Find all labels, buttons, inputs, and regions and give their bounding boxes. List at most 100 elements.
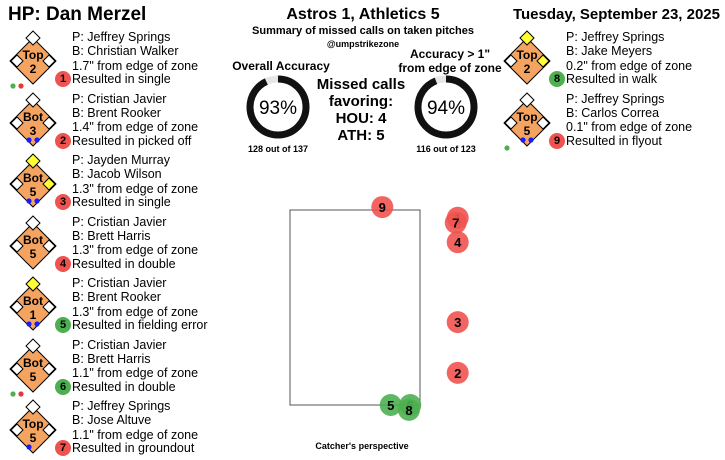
missed-call-point: 3 [446,311,469,334]
game-score: Astros 1, Athletics 5 [286,6,440,23]
first-base-icon [536,54,550,68]
pitcher-name: P: Jeffrey Springs [72,399,171,413]
count-dot-icon [10,83,16,89]
distance-from-zone: 1.7" from edge of zone [72,58,199,73]
first-base-icon [42,300,56,314]
infield-diamond [9,98,57,147]
first-base-icon [42,423,56,437]
first-base-icon [42,54,56,68]
out-dot-icon [34,136,40,143]
missed-call-card: Top 2 P: Jeffrey Springs B: Jake Meyers 0.2"… [498,30,725,90]
third-base-icon [504,115,518,130]
distance-from-zone: 1.3" from edge of zone [72,181,199,196]
pitcher-name: P: Cristian Javier [72,276,167,290]
call-result: Resulted in single [72,72,171,86]
second-base-icon [25,276,41,292]
second-base-icon [25,30,41,46]
call-details: P: Cristian Javier B: Brent Rooker 1.3" fr… [72,276,198,319]
missed-call-card: Top 2 P: Jeffrey Springs B: Christian Walke… [4,30,249,90]
distance-from-zone: 1.1" from edge of zone [72,366,199,381]
third-base-icon [10,115,24,130]
point-marker [446,311,469,334]
call-result: Resulted in picked off [72,133,192,148]
pitcher-name: P: Cristian Javier [72,91,167,106]
call-result: Resulted in flyout [566,133,662,148]
second-base-icon [519,30,535,46]
point-label: 2 [454,366,461,381]
inning-half: Top [22,417,43,431]
third-base-icon [10,54,24,68]
missed-call-card: Top 5 P: Jeffrey Springs B: Jose Altuve 1.1"… [4,399,249,459]
point-label: 3 [454,315,461,330]
first-base-icon [42,177,56,191]
out-dot-icon [520,136,526,143]
second-base-icon [25,91,41,108]
third-base-icon [10,238,24,253]
point-marker [371,196,394,219]
inning-number: 3 [30,124,37,138]
call-number-badge: 5 [55,317,71,333]
inning-half: Bot [23,171,43,185]
call-details: P: Jeffrey Springs B: Jake Meyers 0.2" fro… [566,30,692,73]
out-dot-icon [34,198,40,204]
edge-accuracy-count: 116 out of 123 [416,144,476,154]
infield-diamond [9,221,57,270]
call-number-badge: 2 [55,132,71,149]
inning-half: Top [516,110,537,124]
inning-number: 5 [524,124,531,138]
edge-accuracy-label-line2: from edge of zone [398,61,502,75]
count-dots-icon [10,83,24,89]
distance-from-zone: 1.3" from edge of zone [72,243,199,258]
second-base-icon [25,153,41,169]
point-label: 9 [379,200,386,215]
call-result: Resulted in groundout [72,441,195,455]
chart-subtitle: Summary of missed calls on taken pitches [252,25,474,37]
pitcher-name: P: Jeffrey Springs [566,30,665,44]
point-label: 8 [405,403,412,418]
missed-call-point: 9 [371,196,394,219]
inning-number: 5 [30,431,37,445]
missed-call-point: 4 [446,231,469,254]
inning-number: 1 [30,308,37,322]
second-base-icon [25,399,41,415]
call-details: P: Jayden Murray B: Jacob Wilson 1.3" from… [72,153,198,196]
favoring-line1: Missed calls [316,76,406,93]
count-dot-icon [18,83,24,89]
infield-diamond [9,37,57,85]
count-dots-icon [10,390,24,397]
third-base-icon [10,177,24,191]
edge-accuracy-label: Accuracy > 1" from edge of zone [388,47,512,75]
call-details: P: Jeffrey Springs B: Carlos Correa 0.1" f… [566,92,692,135]
edge-accuracy-label-line1: Accuracy > 1" [409,47,491,61]
batter-name: B: Jake Meyers [566,44,653,59]
distance-from-zone: 1.3" from edge of zone [72,304,199,319]
second-base-icon [25,214,41,231]
call-number-badge: 3 [55,194,71,210]
inning-number: 5 [30,185,37,199]
overall-accuracy-pct: 93% [259,98,297,119]
call-result: Resulted in fielding error [72,318,208,332]
infield-diamond [503,98,551,147]
call-result: Resulted in single [72,195,171,209]
call-details: P: Jeffrey Springs B: Jose Altuve 1.1" fro… [72,399,198,442]
call-result: Resulted in double [72,379,176,394]
pitcher-name: P: Cristian Javier [72,337,167,352]
inning-half: Top [22,48,43,62]
missed-call-point: 5 [379,394,402,416]
missed-calls-favoring: Missed calls favoring: HOU: 4 ATH: 5 [312,76,410,144]
call-number-badge: 8 [549,71,565,87]
missed-call-point: 2 [446,361,469,384]
missed-call-point: 8 [397,398,420,421]
first-base-icon [42,238,56,253]
x-axis-label: Catcher's perspective [315,441,409,451]
inning-half: Bot [23,294,43,308]
